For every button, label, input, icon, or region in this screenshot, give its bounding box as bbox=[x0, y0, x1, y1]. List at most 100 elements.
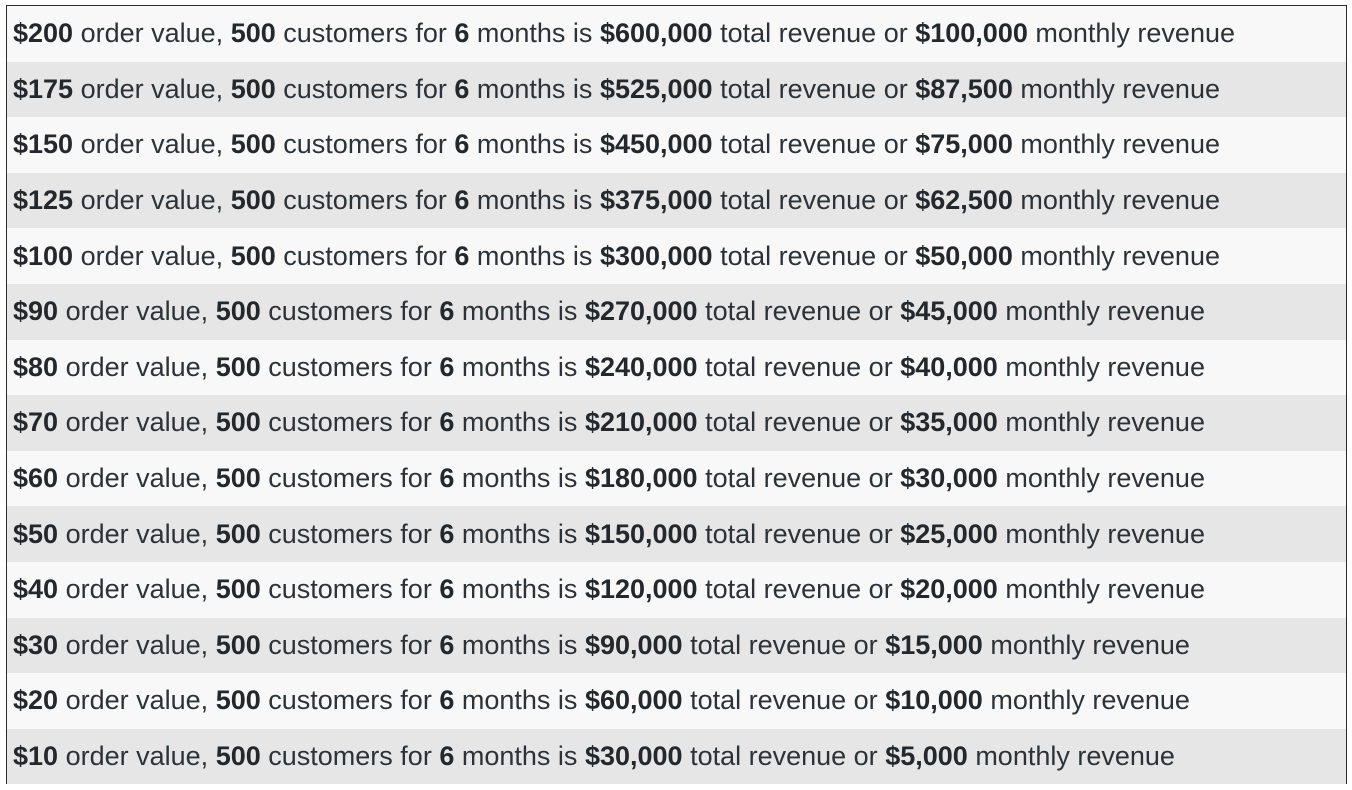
months-count: 6 bbox=[439, 629, 455, 660]
customers-count: 500 bbox=[215, 741, 261, 772]
customers-count: 500 bbox=[215, 407, 261, 438]
table-row: $200 order value, 500 customers for 6 mo… bbox=[7, 6, 1346, 62]
order-value-label: order value, bbox=[80, 73, 224, 104]
customers-count: 500 bbox=[215, 351, 261, 382]
total-revenue-label: total revenue or bbox=[705, 296, 893, 327]
total-revenue-label: total revenue or bbox=[720, 240, 908, 271]
months-count: 6 bbox=[439, 463, 455, 494]
months-is-label: months is bbox=[461, 518, 578, 549]
customers-for-label: customers for bbox=[268, 463, 432, 494]
order-value-label: order value, bbox=[65, 574, 209, 605]
months-is-label: months is bbox=[461, 463, 578, 494]
customers-for-label: customers for bbox=[268, 351, 432, 382]
total-revenue-label: total revenue or bbox=[720, 129, 908, 160]
monthly-revenue-amount: $50,000 bbox=[915, 240, 1013, 271]
order-value-label: order value, bbox=[80, 240, 224, 271]
order-value-label: order value, bbox=[65, 518, 209, 549]
customers-for-label: customers for bbox=[268, 741, 432, 772]
total-revenue-amount: $450,000 bbox=[599, 129, 713, 160]
months-is-label: months is bbox=[461, 351, 578, 382]
table-row: $90 order value, 500 customers for 6 mon… bbox=[7, 283, 1346, 340]
months-count: 6 bbox=[454, 73, 470, 104]
table-row: $10 order value, 500 customers for 6 mon… bbox=[7, 728, 1346, 785]
total-revenue-amount: $90,000 bbox=[584, 629, 683, 660]
revenue-rows: $200 order value, 500 customers for 6 mo… bbox=[7, 6, 1346, 785]
monthly-revenue-amount: $35,000 bbox=[900, 407, 998, 438]
order-value-amount: $150 bbox=[13, 129, 74, 160]
months-count: 6 bbox=[439, 741, 455, 772]
months-is-label: months is bbox=[476, 185, 593, 216]
months-count: 6 bbox=[439, 407, 455, 438]
monthly-revenue-label: monthly revenue bbox=[1005, 518, 1205, 549]
total-revenue-amount: $150,000 bbox=[584, 518, 698, 549]
order-value-label: order value, bbox=[80, 185, 224, 216]
table-row: $60 order value, 500 customers for 6 mon… bbox=[7, 450, 1346, 507]
order-value-amount: $125 bbox=[13, 185, 74, 216]
customers-for-label: customers for bbox=[283, 240, 447, 271]
order-value-label: order value, bbox=[65, 685, 209, 716]
total-revenue-label: total revenue or bbox=[705, 407, 893, 438]
order-value-amount: $60 bbox=[13, 463, 59, 494]
monthly-revenue-label: monthly revenue bbox=[990, 685, 1190, 716]
months-is-label: months is bbox=[461, 741, 578, 772]
monthly-revenue-amount: $5,000 bbox=[885, 741, 968, 772]
monthly-revenue-amount: $75,000 bbox=[915, 129, 1013, 160]
months-is-label: months is bbox=[476, 73, 593, 104]
customers-for-label: customers for bbox=[268, 296, 432, 327]
order-value-label: order value, bbox=[65, 296, 209, 327]
monthly-revenue-amount: $100,000 bbox=[915, 18, 1028, 49]
table-row: $100 order value, 500 customers for 6 mo… bbox=[7, 228, 1346, 284]
total-revenue-label: total revenue or bbox=[720, 185, 908, 216]
revenue-table: $200 order value, 500 customers for 6 mo… bbox=[6, 5, 1347, 785]
customers-for-label: customers for bbox=[283, 73, 447, 104]
months-is-label: months is bbox=[461, 685, 578, 716]
months-count: 6 bbox=[454, 240, 470, 271]
monthly-revenue-label: monthly revenue bbox=[1005, 407, 1205, 438]
table-row: $30 order value, 500 customers for 6 mon… bbox=[7, 617, 1346, 674]
customers-count: 500 bbox=[215, 518, 261, 549]
monthly-revenue-label: monthly revenue bbox=[1020, 129, 1220, 160]
order-value-amount: $90 bbox=[13, 296, 59, 327]
monthly-revenue-label: monthly revenue bbox=[1020, 73, 1220, 104]
monthly-revenue-label: monthly revenue bbox=[1005, 463, 1205, 494]
order-value-label: order value, bbox=[65, 629, 209, 660]
customers-count: 500 bbox=[230, 185, 276, 216]
months-is-label: months is bbox=[476, 18, 593, 49]
customers-for-label: customers for bbox=[283, 18, 447, 49]
total-revenue-amount: $210,000 bbox=[584, 407, 698, 438]
total-revenue-label: total revenue or bbox=[705, 518, 893, 549]
monthly-revenue-label: monthly revenue bbox=[1020, 240, 1220, 271]
table-row: $70 order value, 500 customers for 6 mon… bbox=[7, 395, 1346, 451]
customers-for-label: customers for bbox=[268, 685, 432, 716]
total-revenue-amount: $300,000 bbox=[599, 240, 713, 271]
monthly-revenue-label: monthly revenue bbox=[1020, 185, 1220, 216]
total-revenue-label: total revenue or bbox=[705, 463, 893, 494]
order-value-label: order value, bbox=[65, 741, 209, 772]
months-is-label: months is bbox=[461, 574, 578, 605]
customers-count: 500 bbox=[230, 18, 276, 49]
total-revenue-label: total revenue or bbox=[690, 741, 878, 772]
total-revenue-label: total revenue or bbox=[705, 574, 893, 605]
customers-count: 500 bbox=[215, 629, 261, 660]
table-row: $40 order value, 500 customers for 6 mon… bbox=[7, 561, 1346, 618]
monthly-revenue-amount: $10,000 bbox=[885, 685, 983, 716]
customers-count: 500 bbox=[215, 296, 261, 327]
order-value-label: order value, bbox=[65, 407, 209, 438]
monthly-revenue-amount: $62,500 bbox=[915, 185, 1013, 216]
months-is-label: months is bbox=[461, 407, 578, 438]
order-value-label: order value, bbox=[80, 129, 224, 160]
order-value-amount: $20 bbox=[13, 685, 59, 716]
monthly-revenue-label: monthly revenue bbox=[1035, 18, 1235, 49]
total-revenue-label: total revenue or bbox=[720, 73, 908, 104]
order-value-label: order value, bbox=[80, 18, 224, 49]
months-count: 6 bbox=[439, 296, 455, 327]
order-value-amount: $70 bbox=[13, 407, 59, 438]
monthly-revenue-label: monthly revenue bbox=[990, 629, 1190, 660]
customers-count: 500 bbox=[215, 463, 261, 494]
total-revenue-amount: $240,000 bbox=[584, 351, 698, 382]
table-row: $20 order value, 500 customers for 6 mon… bbox=[7, 673, 1346, 729]
order-value-amount: $50 bbox=[13, 518, 59, 549]
months-is-label: months is bbox=[476, 129, 593, 160]
monthly-revenue-label: monthly revenue bbox=[1005, 351, 1205, 382]
monthly-revenue-amount: $15,000 bbox=[885, 629, 983, 660]
